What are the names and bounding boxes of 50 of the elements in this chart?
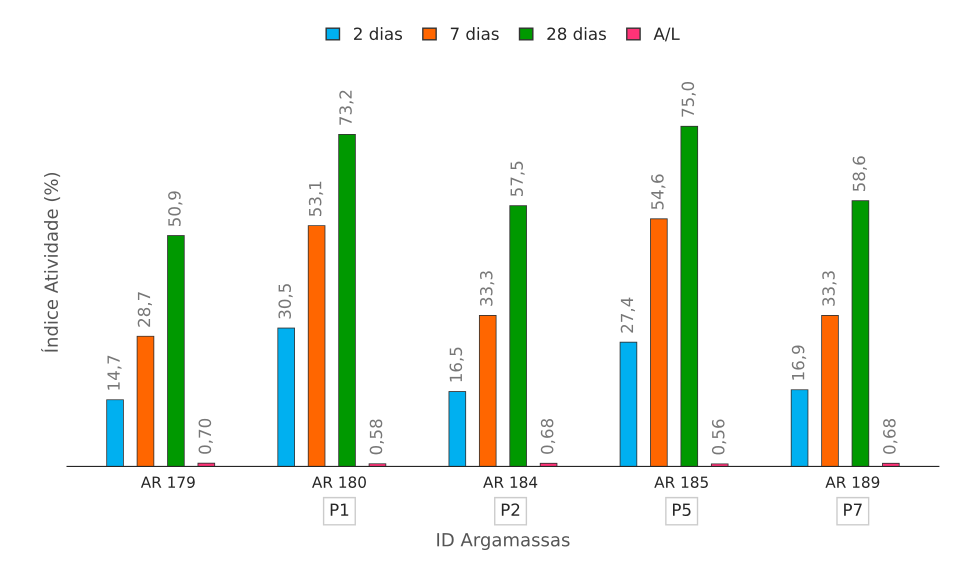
bar [650,218,668,466]
data-label: 75,0 [682,82,696,117]
data-label: 0,58 [370,419,384,454]
legend-label: 2 dias [354,27,402,40]
bar [448,391,466,466]
bar [167,235,185,466]
bar [620,342,638,466]
data-label: 16,9 [792,345,806,380]
x-tick-label: AR 179 [140,476,195,488]
legend-label: 28 dias [547,27,606,40]
bar [478,314,497,466]
text: P2 [502,503,520,516]
data-label: 33,3 [480,271,494,306]
bar [277,328,295,466]
bar [136,336,154,466]
data-label: 73,2 [339,90,354,125]
bar [308,225,326,466]
x-tick-label: AR 184 [483,476,538,488]
bar [509,205,527,466]
x-axis-title: ID Argamassas [437,533,570,550]
x-tick-label: AR 189 [825,476,880,488]
legend-label: 7 dias [450,27,499,40]
data-label: 0,70 [198,418,213,454]
data-label: 0,68 [883,419,898,454]
bar [852,200,870,466]
data-label: 57,5 [510,162,525,196]
data-label: 58,6 [852,156,867,192]
data-label: 54,6 [651,174,666,210]
data-label: 0,68 [540,419,556,454]
data-label: 50,9 [168,191,182,226]
data-label: 16,5 [450,348,464,382]
data-label: 0,56 [712,419,726,454]
bar [106,399,124,466]
data-label: 53,1 [308,182,324,216]
y-axis-title: Índice Atividade (%) [41,172,60,352]
text: P1 [330,504,348,516]
data-label: 14,7 [108,356,122,390]
data-label: 30,5 [278,284,293,318]
bar [821,314,839,466]
data-label: 27,4 [620,298,635,333]
text: P7 [844,504,862,516]
text: P5 [672,504,691,516]
legend-label: A/L [654,28,680,42]
bar [790,389,808,466]
x-tick-label: AR 185 [654,476,708,488]
bar [680,126,698,466]
bar [338,134,356,466]
data-label: 28,7 [138,292,152,327]
x-tick-label: AR 180 [312,476,366,488]
data-label: 33,3 [822,271,837,306]
